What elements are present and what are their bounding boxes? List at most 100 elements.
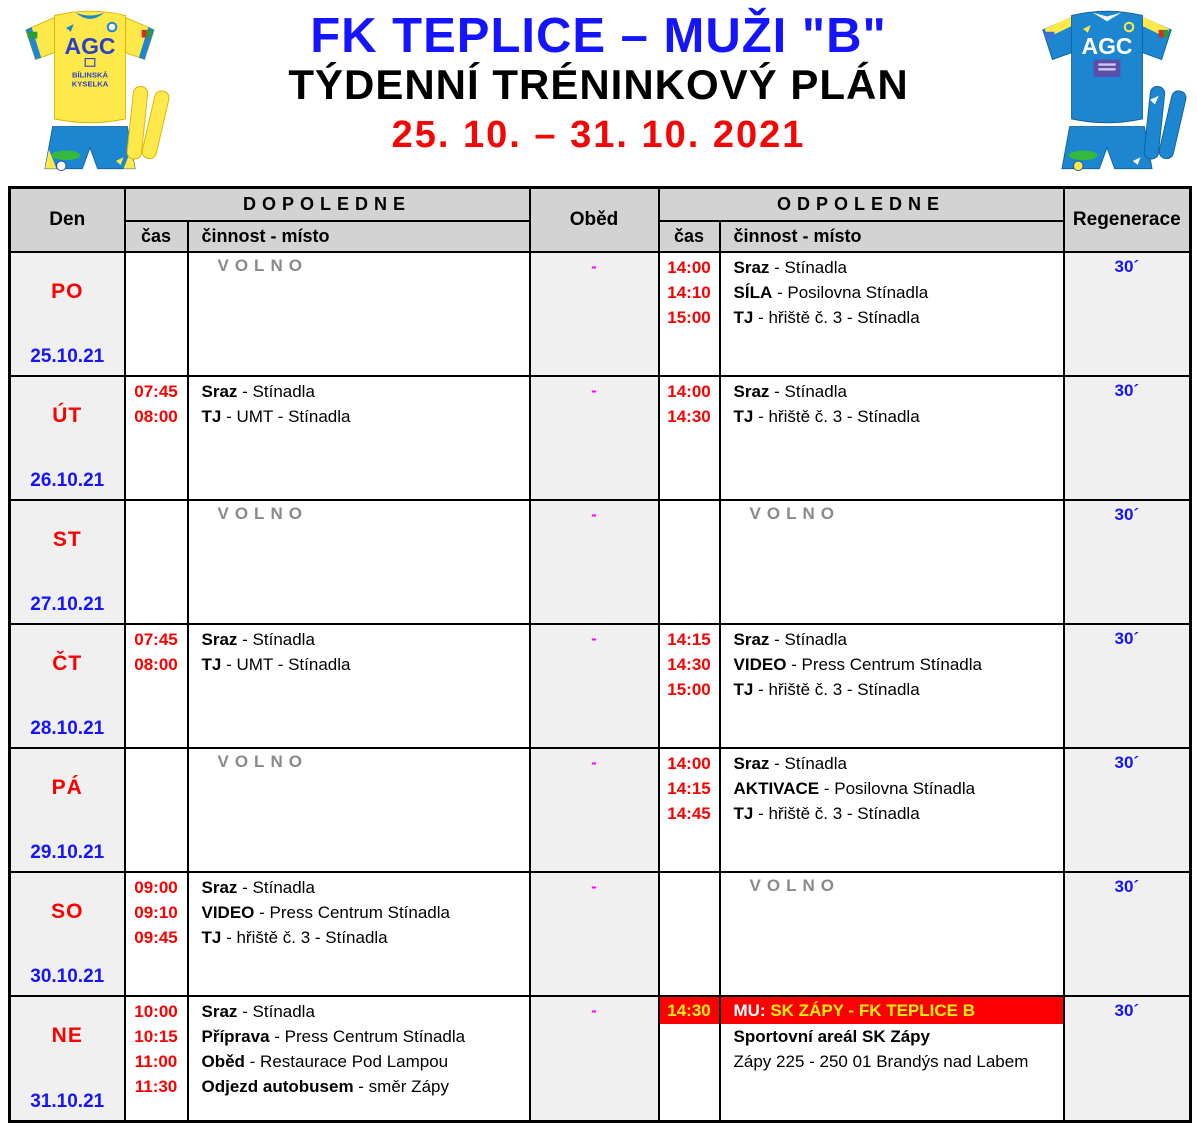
table-row: PÁ 29.10.21 VOLNO - 14:00 14:15 14:45 Sr…: [8, 746, 1192, 873]
day-cell: ST 27.10.21: [8, 498, 126, 625]
page-subtitle: TÝDENNÍ TRÉNINKOVÝ PLÁN: [288, 60, 909, 108]
time-value: 14:30: [667, 406, 711, 426]
match-title: SK ZÁPY - FK TEPLICE B: [765, 1000, 975, 1020]
activity-line: SÍLA - Posilovna Stínadla: [722, 280, 1062, 305]
regeneration-cell: 30´: [1062, 250, 1192, 377]
col-header-cinnost-pm: činnost - místo: [718, 219, 1065, 253]
day-date: 26.10.21: [30, 469, 105, 491]
activity-detail: - Stínadla: [237, 877, 315, 897]
activity-line: TJ - UMT - Stínadla: [190, 652, 528, 677]
time-value: 14:30: [667, 654, 711, 674]
time-value: 07:45: [134, 629, 178, 649]
day-date: 27.10.21: [30, 593, 105, 615]
regen-value: 30´: [1114, 876, 1140, 896]
afternoon-activity-cell: Sraz - Stínadla AKTIVACE - Posilovna Stí…: [718, 746, 1065, 873]
activity-name: Oběd: [201, 1051, 245, 1071]
table-row: PO 25.10.21 VOLNO - 14:00 14:10 15:00 Sr…: [8, 250, 1192, 377]
regeneration-cell: 30´: [1062, 994, 1192, 1123]
activity-name: TJ: [201, 406, 222, 426]
afternoon-activity-cell: VOLNO: [718, 870, 1065, 997]
activity-name: TJ: [733, 406, 754, 426]
activity-detail: - hřiště č. 3 - Stínadla: [221, 927, 388, 947]
activity-name: Sraz: [201, 381, 238, 401]
time-value: 14:00: [667, 381, 711, 401]
col-header-den: Den: [8, 186, 126, 253]
lunch-cell: -: [528, 994, 660, 1123]
match-time: 14:30: [660, 997, 718, 1024]
activity-detail: - Posilovna Stínadla: [819, 778, 976, 798]
match-address: Zápy 225 - 250 01 Brandýs nad Labem: [733, 1051, 1029, 1071]
volno-label: VOLNO: [217, 751, 308, 771]
activity-detail: - hřiště č. 3 - Stínadla: [753, 406, 920, 426]
activity-name: TJ: [201, 654, 222, 674]
col-header-cas-am: čas: [123, 219, 189, 253]
day-date: 28.10.21: [30, 717, 105, 739]
morning-time-cell: 09:00 09:10 09:45: [123, 870, 189, 997]
activity-name: Sraz: [201, 629, 238, 649]
day-date: 29.10.21: [30, 841, 105, 863]
regen-value: 30´: [1114, 256, 1140, 276]
col-header-regenerace: Regenerace: [1062, 186, 1192, 253]
match-venue: Sportovní areál SK Zápy: [733, 1026, 931, 1046]
morning-activity-cell: Sraz - Stínadla TJ - UMT - Stínadla: [186, 374, 531, 501]
activity-line: Příprava - Press Centrum Stínadla: [190, 1024, 528, 1049]
volno-label: VOLNO: [217, 255, 308, 275]
afternoon-time-cell: 14:00 14:15 14:45: [657, 746, 721, 873]
activity-name: Sraz: [201, 1001, 238, 1021]
afternoon-activity-cell: VOLNO: [718, 498, 1065, 625]
kit-sponsor-text: AGC: [1081, 33, 1132, 59]
volno-label: VOLNO: [749, 875, 840, 895]
day-abbrev: ČT: [52, 651, 83, 675]
kit-subtext: KYSELKA: [72, 79, 109, 88]
activity-name: Sraz: [733, 381, 770, 401]
time-value: 14:45: [667, 803, 711, 823]
activity-name: TJ: [733, 803, 754, 823]
afternoon-activity-cell: Sraz - Stínadla SÍLA - Posilovna Stínadl…: [718, 250, 1065, 377]
activity-line: TJ - hřiště č. 3 - Stínadla: [722, 677, 1062, 702]
morning-time-cell: 07:45 08:00: [123, 374, 189, 501]
day-abbrev: PÁ: [51, 775, 83, 799]
time-value: 14:15: [667, 778, 711, 798]
day-date: 31.10.21: [30, 1091, 105, 1112]
activity-name: Příprava: [201, 1026, 270, 1046]
lunch-dash: -: [591, 1000, 597, 1020]
afternoon-time-cell: [657, 498, 721, 625]
afternoon-activity-cell: Sraz - Stínadla VIDEO - Press Centrum St…: [718, 622, 1065, 749]
regeneration-cell: 30´: [1062, 498, 1192, 625]
table-row: SO 30.10.21 09:00 09:10 09:45 Sraz - Stí…: [8, 870, 1192, 997]
day-abbrev: ST: [52, 527, 82, 551]
table-row: ST 27.10.21 VOLNO - VOLNO 30´: [8, 498, 1192, 625]
col-header-cas-pm: čas: [657, 219, 721, 253]
kit-subtext: BÍLINSKÁ: [72, 71, 109, 80]
col-header-odpoledne: ODPOLEDNE: [657, 186, 1065, 222]
lunch-cell: -: [528, 622, 660, 749]
match-prefix: MU:: [733, 1000, 766, 1020]
lunch-dash: -: [591, 504, 597, 524]
time-value: 08:00: [134, 654, 178, 674]
time-value: 14:15: [667, 629, 711, 649]
activity-name: AKTIVACE: [733, 778, 820, 798]
activity-name: VIDEO: [733, 654, 787, 674]
time-value: 15:00: [667, 307, 711, 327]
activity-name: Sraz: [733, 629, 770, 649]
time-value: 09:00: [134, 877, 178, 897]
activity-detail: - hřiště č. 3 - Stínadla: [753, 679, 920, 699]
lunch-cell: -: [528, 746, 660, 873]
kit-sponsor-text: AGC: [64, 33, 115, 59]
afternoon-time-cell: [657, 870, 721, 997]
afternoon-time-cell: 14:00 14:30: [657, 374, 721, 501]
regen-value: 30´: [1114, 1000, 1140, 1020]
lunch-cell: -: [528, 374, 660, 501]
day-cell: ČT 28.10.21: [8, 622, 126, 749]
regen-value: 30´: [1114, 380, 1140, 400]
activity-detail: - UMT - Stínadla: [221, 406, 351, 426]
header-row-1: Den DOPOLEDNE Oběd ODPOLEDNE Regenerace: [8, 186, 1192, 253]
training-plan-table: Den DOPOLEDNE Oběd ODPOLEDNE Regenerace …: [8, 186, 1193, 1123]
afternoon-time-cell: 14:30: [657, 994, 721, 1123]
kit-blue-image: AGC: [1042, 10, 1187, 172]
activity-detail: - Press Centrum Stínadla: [254, 902, 450, 922]
date-range: 25. 10. – 31. 10. 2021: [391, 114, 806, 157]
activity-line: Sraz - Stínadla: [722, 255, 1062, 280]
time-value: 08:00: [134, 406, 178, 426]
activity-line: AKTIVACE - Posilovna Stínadla: [722, 776, 1062, 801]
